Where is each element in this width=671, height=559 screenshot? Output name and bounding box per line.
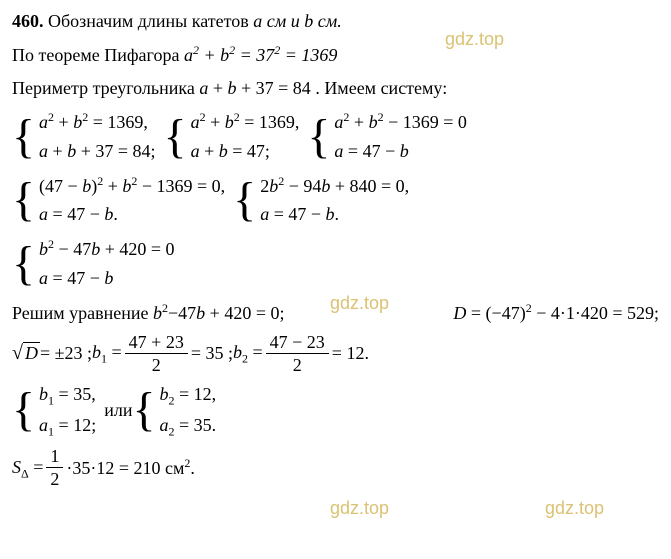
- watermark: gdz.top: [545, 495, 604, 522]
- sol-or: или: [104, 397, 132, 424]
- sol1-r1: b1 = 35,: [39, 380, 96, 411]
- sys3-r1: a2 + b2 − 1369 = 0: [334, 108, 466, 137]
- sol2-r2: a2 = 35.: [160, 411, 217, 442]
- line2-eq: a2 + b2 = 372 = 1369: [184, 45, 337, 65]
- problem-number: 460.: [12, 11, 44, 31]
- b1: b1 =: [92, 339, 122, 368]
- b2-den: 2: [293, 354, 302, 374]
- systems-row-3: { b2 − 47b + 420 = 0 a = 47 − b: [12, 235, 659, 293]
- area-S: SΔ =: [12, 454, 43, 483]
- system-1: { a2 + b2 = 1369, a + b + 37 = 84;: [12, 108, 156, 166]
- solution-2: { b2 = 12, a2 = 35.: [132, 380, 216, 442]
- area-frac: 1 2: [46, 447, 63, 488]
- solve-eq: b2−47b + 420 = 0;: [153, 303, 284, 323]
- line3-suffix: . Имеем систему:: [315, 78, 447, 98]
- b1-den: 2: [152, 354, 161, 374]
- line1-vars: a см и b см.: [253, 11, 341, 31]
- brace-icon: {: [12, 181, 35, 219]
- b1-num: 47 + 23: [125, 333, 188, 354]
- sys4-r2: a = 47 − b.: [39, 200, 225, 229]
- line3-prefix: Периметр треугольника: [12, 78, 199, 98]
- area-den: 2: [50, 468, 59, 488]
- solution-1: { b1 = 35, a1 = 12;: [12, 380, 96, 442]
- sys2-r2: a + b = 47;: [191, 137, 300, 166]
- system-3: { a2 + b2 − 1369 = 0 a = 47 − b: [307, 108, 467, 166]
- sol1-r2: a1 = 12;: [39, 411, 96, 442]
- area-num: 1: [46, 447, 63, 468]
- line3-eq: a + b + 37 = 84: [199, 78, 310, 98]
- brace-icon: {: [164, 118, 187, 156]
- sys5-r1: 2b2 − 94b + 840 = 0,: [260, 172, 409, 201]
- discriminant: D = (−47)2 − 4·1·420 = 529;: [453, 299, 659, 327]
- systems-row-2: { (47 − b)2 + b2 − 1369 = 0, a = 47 − b.…: [12, 172, 659, 230]
- brace-icon: {: [12, 118, 35, 156]
- b2: b2 =: [233, 339, 263, 368]
- b2-num: 47 − 23: [266, 333, 329, 354]
- sqrtD: √D: [12, 338, 40, 368]
- sys6-r2: a = 47 − b: [39, 264, 174, 293]
- line-3: Периметр треугольника a + b + 37 = 84 . …: [12, 75, 659, 102]
- line-1: 460. Обозначим длины катетов a см и b см…: [12, 8, 659, 35]
- b2-frac: 47 − 23 2: [266, 333, 329, 374]
- watermark: gdz.top: [330, 495, 389, 522]
- area-result: ·35·12 = 210 см2.: [66, 454, 195, 482]
- sol2-r1: b2 = 12,: [160, 380, 217, 411]
- sys1-r1: a2 + b2 = 1369,: [39, 108, 155, 137]
- solutions-row: { b1 = 35, a1 = 12; или { b2 = 12, a2 = …: [12, 380, 659, 442]
- brace-icon: {: [307, 118, 330, 156]
- area-line: SΔ = 1 2 ·35·12 = 210 см2.: [12, 447, 659, 488]
- sys2-r1: a2 + b2 = 1369,: [191, 108, 300, 137]
- line1-text: Обозначим длины катетов: [48, 11, 253, 31]
- system-5: { 2b2 − 94b + 840 = 0, a = 47 − b.: [233, 172, 409, 230]
- sys5-r2: a = 47 − b.: [260, 200, 409, 229]
- b2-result: = 12.: [332, 340, 369, 367]
- roots-line: √D = ±23 ; b1 = 47 + 23 2 = 35 ; b2 = 47…: [12, 333, 659, 374]
- system-2: { a2 + b2 = 1369, a + b = 47;: [164, 108, 300, 166]
- sys3-r2: a = 47 − b: [334, 137, 466, 166]
- system-6: { b2 − 47b + 420 = 0 a = 47 − b: [12, 235, 175, 293]
- sys4-r1: (47 − b)2 + b2 − 1369 = 0,: [39, 172, 225, 201]
- line-2: По теореме Пифагора a2 + b2 = 372 = 1369: [12, 41, 659, 69]
- sqrtD-eq: = ±23 ;: [40, 340, 92, 367]
- brace-icon: {: [12, 391, 35, 429]
- b1-frac: 47 + 23 2: [125, 333, 188, 374]
- line2-prefix: По теореме Пифагора: [12, 45, 184, 65]
- b1-result: = 35 ;: [191, 340, 233, 367]
- brace-icon: {: [132, 391, 155, 429]
- systems-row-1: { a2 + b2 = 1369, a + b + 37 = 84; { a2 …: [12, 108, 659, 166]
- brace-icon: {: [12, 245, 35, 283]
- system-4: { (47 − b)2 + b2 − 1369 = 0, a = 47 − b.: [12, 172, 225, 230]
- solve-prefix: Решим уравнение: [12, 303, 153, 323]
- sys1-r2: a + b + 37 = 84;: [39, 137, 155, 166]
- solve-line: Решим уравнение b2−47b + 420 = 0; D = (−…: [12, 299, 659, 327]
- brace-icon: {: [233, 181, 256, 219]
- sys6-r1: b2 − 47b + 420 = 0: [39, 235, 174, 264]
